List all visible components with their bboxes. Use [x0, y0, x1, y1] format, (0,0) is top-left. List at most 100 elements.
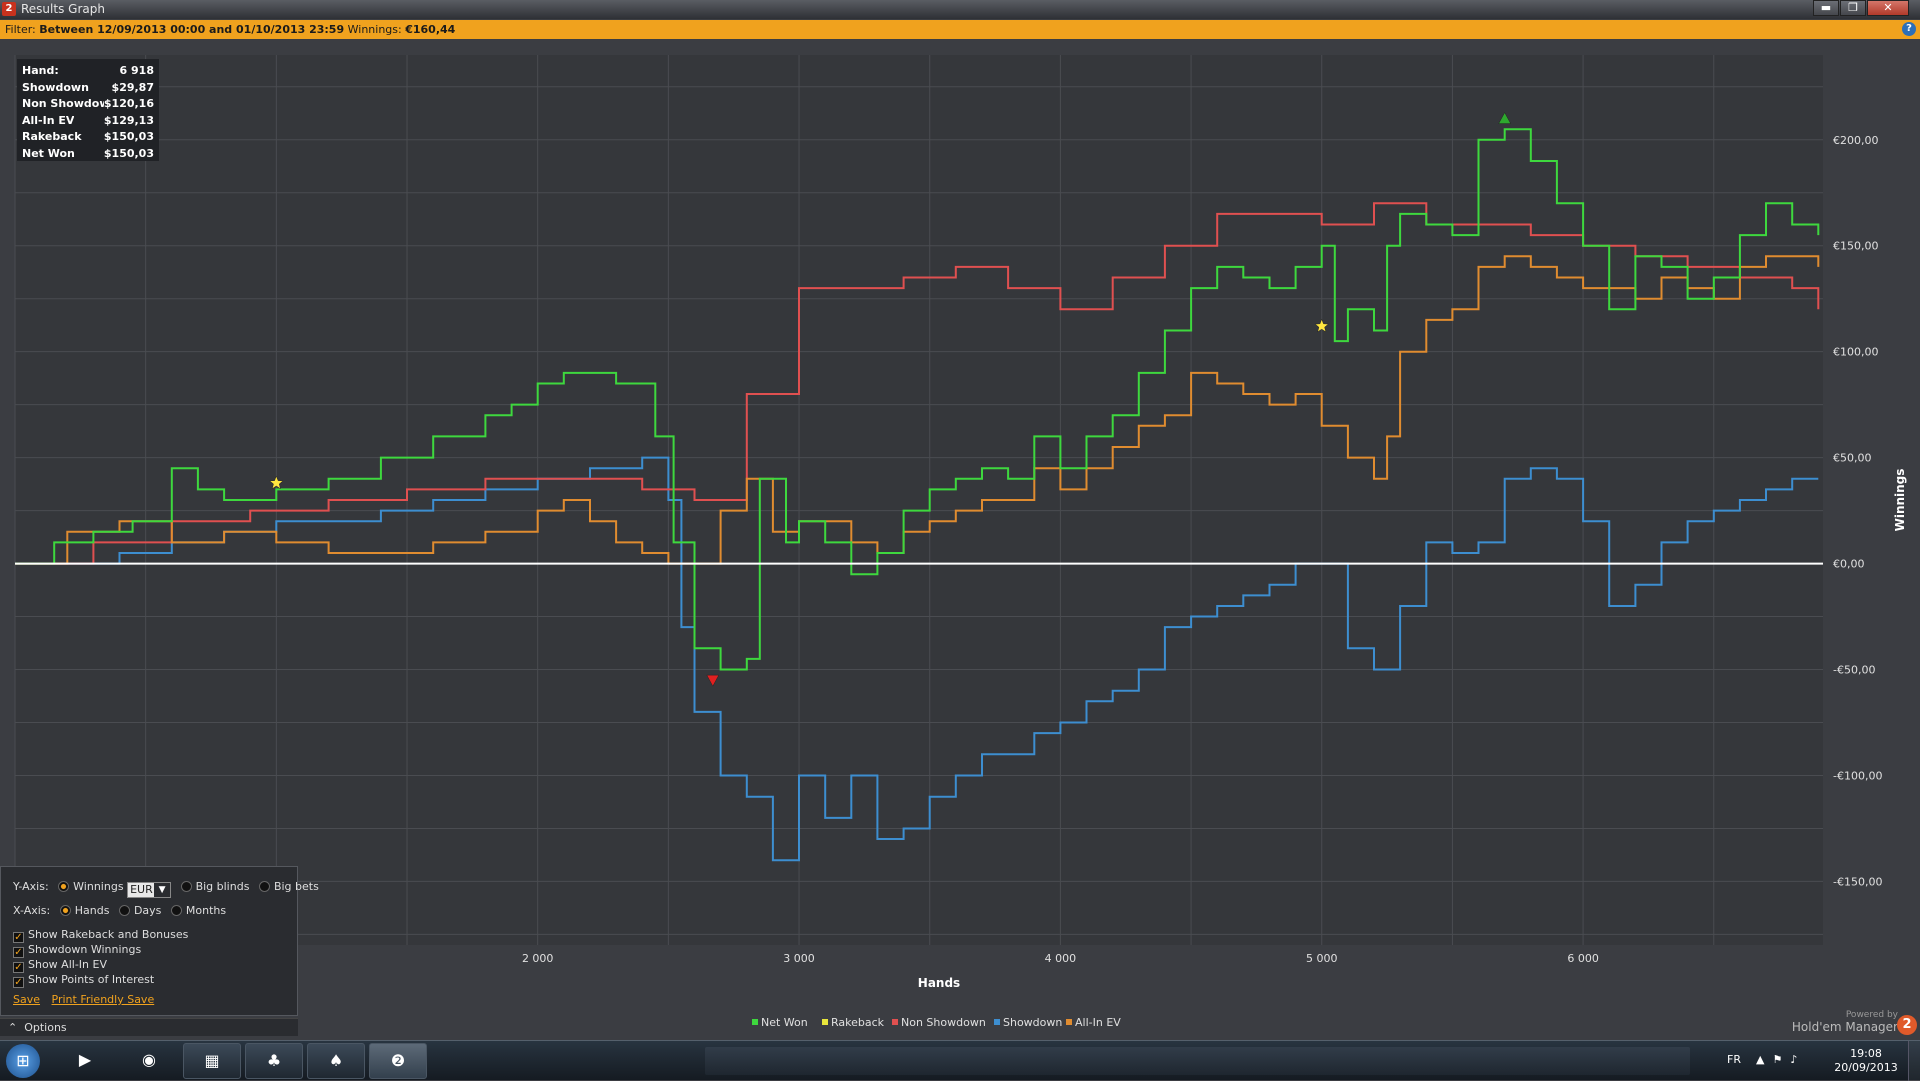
stat-row: Net Won $150,03: [22, 146, 154, 163]
x-tick-label: 3 000: [783, 952, 815, 965]
stat-value: $150,03: [103, 146, 154, 160]
series-line-all-in-ev: [15, 255, 1820, 565]
filter-bar: Filter: Between 12/09/2013 00:00 and 01/…: [0, 20, 1920, 39]
filter-range: Between 12/09/2013 00:00 and 01/10/2013 …: [39, 23, 345, 36]
x-hands-radio[interactable]: [59, 905, 71, 916]
checkbox-poi[interactable]: ✓: [13, 977, 24, 988]
powered-by: Powered by Hold'em Manager: [1792, 1010, 1898, 1034]
check-allin-row[interactable]: ✓ Show All-In EV: [13, 957, 107, 973]
start-button[interactable]: ⊞: [6, 1044, 40, 1078]
y-big-bets-radio[interactable]: [258, 881, 270, 892]
x-tick-label: 5 000: [1306, 952, 1338, 965]
checkbox-rakeback[interactable]: ✓: [13, 932, 24, 943]
save-link[interactable]: Save: [13, 993, 41, 1006]
legend-swatch: [994, 1019, 1000, 1025]
check-showdown-row[interactable]: ✓ Showdown Winnings: [13, 942, 141, 958]
holdem-manager-icon[interactable]: ❷: [369, 1043, 427, 1079]
clock[interactable]: 19:08 20/09/2013: [1830, 1047, 1902, 1075]
stat-row: Showdown $29,87: [22, 80, 154, 97]
y-tick-label: €150,00: [1833, 240, 1879, 253]
close-button[interactable]: ✕: [1867, 0, 1909, 16]
y-axis-title: Winnings: [1893, 469, 1907, 532]
legend-swatch: [752, 1019, 758, 1025]
x-tick-label: 6 000: [1567, 952, 1599, 965]
help-icon[interactable]: ?: [1902, 22, 1916, 36]
stat-label: Net Won: [22, 146, 75, 160]
tray-arrow-icon[interactable]: ▲: [1756, 1053, 1773, 1066]
y-tick-label: €100,00: [1833, 346, 1879, 359]
x-axis-label: X-Axis:: [13, 904, 51, 917]
stat-label: All-In EV: [22, 113, 75, 127]
y-tick-label: €50,00: [1833, 452, 1872, 465]
window-titlebar: 2 Results Graph ▬ ❐ ✕: [0, 0, 1920, 19]
taskbar-windows-area[interactable]: [705, 1047, 1690, 1075]
media-player-icon[interactable]: ▶: [78, 1050, 92, 1069]
clock-time: 19:08: [1850, 1047, 1882, 1060]
options-tab[interactable]: ⌃ Options: [0, 1018, 298, 1036]
y-big-bets-label: Big bets: [273, 880, 319, 893]
stat-label: Showdown: [22, 80, 89, 94]
minimize-button[interactable]: ▬: [1813, 0, 1839, 16]
language-indicator[interactable]: FR: [1727, 1053, 1741, 1066]
checkbox-showdown[interactable]: ✓: [13, 947, 24, 958]
y-winnings-label: Winnings: [73, 880, 124, 893]
legend-swatch: [892, 1019, 898, 1025]
hm-logo-icon: 2: [1897, 1015, 1917, 1035]
tray-flag-icon[interactable]: ⚑: [1772, 1053, 1791, 1066]
series-line-net-won: [15, 128, 1820, 671]
currency-value: EUR: [130, 883, 153, 896]
y-tick-label: €200,00: [1833, 134, 1879, 147]
options-panel: Y-Axis: Winnings EUR ▼ Big blinds Big bet…: [0, 866, 319, 1016]
x-days-radio[interactable]: [118, 905, 130, 916]
restore-button[interactable]: ❐: [1840, 0, 1866, 16]
y-big-blinds-radio[interactable]: [180, 881, 192, 892]
stat-label: Rakeback: [22, 130, 82, 143]
y-tick-label: -€150,00: [1833, 875, 1882, 888]
legend-item: Rakeback: [831, 1016, 885, 1029]
legend-item: All-In EV: [1075, 1016, 1121, 1029]
save-links: Save Print Friendly Save: [13, 992, 162, 1008]
check-rakeback-row[interactable]: ✓ Show Rakeback and Bonuses: [13, 927, 188, 943]
filter-winnings-value: €160,44: [405, 23, 456, 36]
stat-label: Hand:: [22, 64, 59, 77]
stat-row: All-In EV $129,13: [22, 113, 154, 130]
x-days-label: Days: [133, 904, 162, 917]
legend-swatch: [1066, 1019, 1072, 1025]
stat-row: Non Showdown$120,16: [22, 96, 154, 113]
y-tick-label: -€100,00: [1833, 769, 1882, 782]
stat-value: 6 918: [119, 64, 154, 77]
legend-item: Net Won: [761, 1016, 808, 1029]
x-axis-row: X-Axis: Hands Days Months: [13, 903, 226, 919]
powered-by-small: Powered by: [1845, 1010, 1898, 1020]
firefox-icon[interactable]: ◉: [142, 1050, 156, 1069]
filter-winnings-label: Winnings:: [347, 23, 402, 36]
control-panel-icon[interactable]: ▦: [183, 1043, 241, 1079]
check-showdown-label: Showdown Winnings: [28, 943, 142, 956]
filter-label: Filter:: [5, 23, 36, 36]
app-icon-b[interactable]: ♠: [307, 1043, 365, 1079]
x-axis-title: Hands: [918, 976, 960, 990]
y-tick-label: €0,00: [1833, 558, 1865, 571]
x-tick-label: 4 000: [1045, 952, 1077, 965]
y-winnings-radio[interactable]: [58, 881, 70, 892]
poi-marker-triangle-down: [706, 674, 720, 687]
window-title: Results Graph: [21, 2, 105, 16]
app-logo-icon: 2: [2, 2, 16, 16]
show-desktop-button[interactable]: [1908, 1041, 1920, 1081]
poi-marker-triangle-up: [1498, 112, 1512, 124]
volume-icon[interactable]: ♪: [1790, 1053, 1806, 1066]
poi-marker-star: [269, 475, 284, 490]
stat-row: Hand: 6 918: [22, 63, 154, 80]
currency-select[interactable]: EUR ▼: [127, 882, 172, 898]
print-save-link[interactable]: Print Friendly Save: [51, 993, 155, 1006]
check-allin-label: Show All-In EV: [28, 958, 107, 971]
y-axis-row: Y-Axis: Winnings EUR ▼ Big blinds Big bet…: [13, 879, 319, 898]
check-rakeback-label: Show Rakeback and Bonuses: [28, 928, 189, 941]
x-months-radio[interactable]: [170, 905, 182, 916]
app-icon-a[interactable]: ♣: [245, 1043, 303, 1079]
stat-value: $120,16: [103, 97, 154, 110]
tray-icons[interactable]: ▲⚑♪: [1756, 1053, 1805, 1066]
check-poi-row[interactable]: ✓ Show Points of Interest: [13, 972, 154, 988]
legend-item: Showdown: [1003, 1016, 1062, 1029]
checkbox-allin-ev[interactable]: ✓: [13, 962, 24, 973]
